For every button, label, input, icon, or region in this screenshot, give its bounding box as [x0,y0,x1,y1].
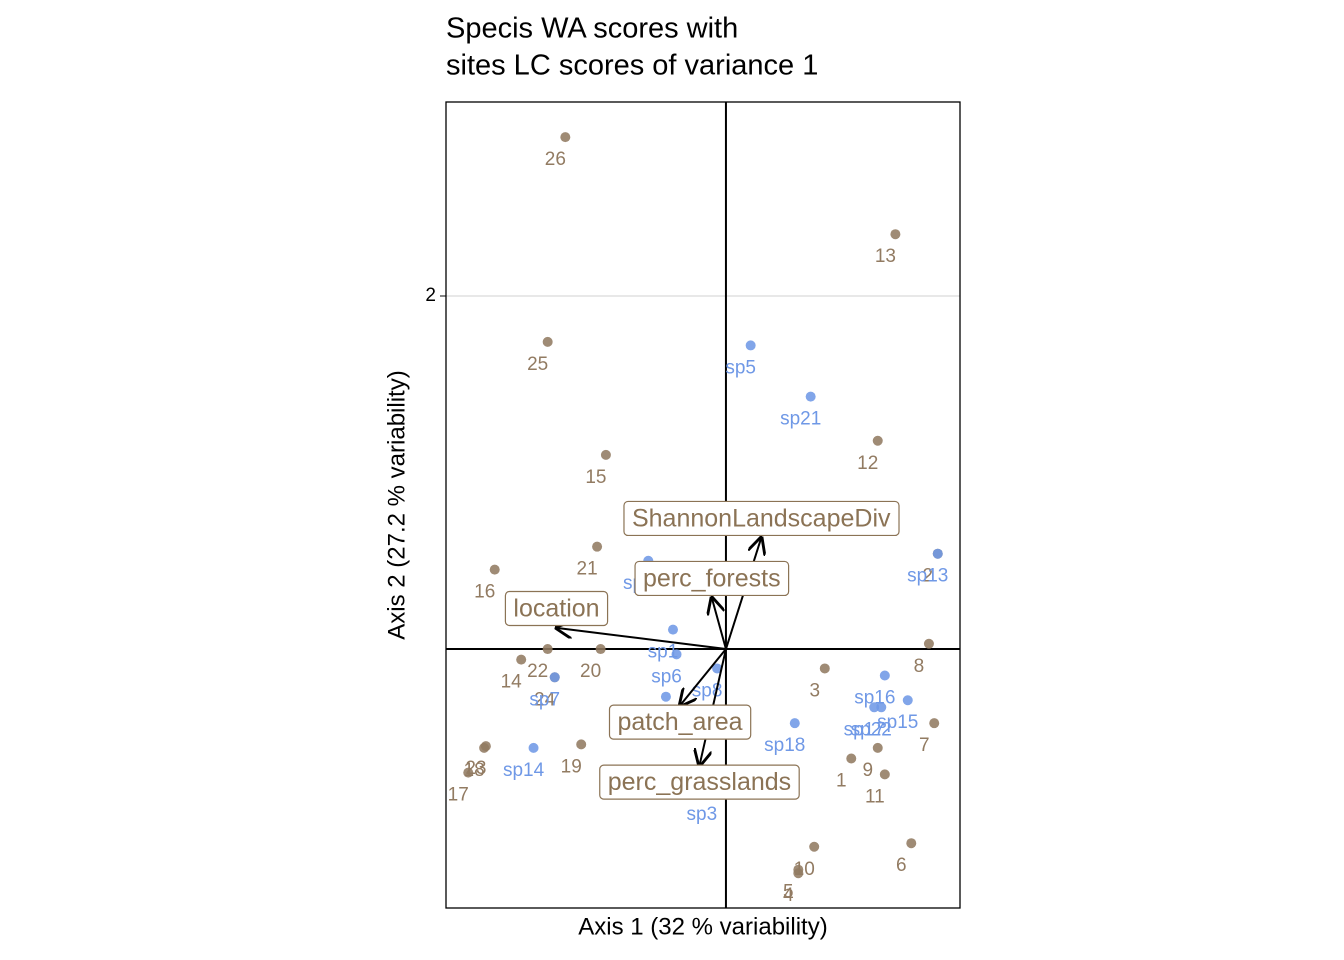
point-label: 17 [448,785,469,806]
point-label: 11 [865,786,885,807]
point-label: 4 [783,885,794,906]
point [890,229,901,240]
point [489,564,500,575]
point [872,742,883,753]
point [809,841,820,852]
point-label: sp22 [851,719,892,740]
point [463,767,474,778]
point [902,695,913,706]
point [805,391,816,402]
label-box [504,590,609,627]
point [869,702,880,713]
point [932,548,943,559]
point [923,638,934,649]
label-box [634,560,790,597]
point-label: 26 [545,149,566,170]
point-label: 2 [922,566,933,587]
point-label: sp7 [529,689,560,710]
point-label: sp21 [780,409,821,430]
vector-label-text: location [513,594,599,622]
point-label: 25 [527,354,548,375]
point [879,769,890,780]
vector-arrow [680,648,727,705]
point [906,838,917,849]
point-label: sp17 [844,719,885,740]
y-tick-label: 2 [425,285,436,306]
point-label: 24 [534,689,556,710]
plot-frame [445,101,961,909]
vector-label-text: ShannonLandscapeDiv [632,504,891,532]
point [560,132,571,143]
label-box [599,764,800,800]
point [480,741,491,752]
point-label: 5 [783,882,794,903]
point [793,868,804,879]
point [576,739,587,750]
point-label: 15 [585,467,606,488]
point-label: sp16 [854,688,895,709]
point-label: sp1 [648,642,679,663]
point-label: 13 [875,246,896,267]
point [600,449,611,460]
point [542,336,553,347]
point-label: 6 [896,855,907,876]
chart-title: Specis WA scores with [446,13,738,45]
point-label: sp18 [764,735,805,756]
point [819,663,830,674]
vector-label: perc_forests [634,560,790,597]
point [542,644,553,655]
point-label: 9 [862,760,873,781]
vector-label: location [504,590,609,627]
point-label: 12 [857,453,878,474]
point [516,654,527,665]
label-box [608,704,752,740]
point [876,702,887,713]
point-label: 3 [810,680,821,701]
point-label: 8 [914,656,925,677]
point-label: 20 [580,661,601,682]
vector-label-text: perc_forests [643,564,781,592]
chart-title: sites LC scores of variance 1 [446,50,818,82]
point-label: sp3 [687,804,718,825]
point-label: sp13 [907,566,948,587]
point-label: 14 [501,672,523,693]
point [592,541,603,552]
vector-arrow [712,598,727,650]
y-axis-label: Axis 2 (27.2 % variability) [383,370,410,639]
point [595,644,606,655]
point-label: 16 [474,582,495,603]
point-label: 1 [836,771,847,792]
point [879,670,890,681]
point [660,691,671,702]
point-label: 7 [919,735,930,756]
vector-label: perc_grasslands [599,764,800,800]
point [789,718,800,729]
point [745,340,756,351]
point-label: 19 [561,756,582,777]
vector-label-text: patch_area [617,708,742,736]
vector-label: patch_area [608,704,752,740]
point [667,624,678,635]
point [929,718,940,729]
label-box [623,500,900,537]
point-label: 21 [577,559,598,580]
point-label: 22 [527,661,548,682]
x-axis-label: Axis 1 (32 % variability) [578,913,827,940]
point [671,649,682,660]
vector-label-text: perc_grasslands [608,768,791,796]
point [549,672,560,683]
point [528,742,539,753]
point [872,435,883,446]
point-label: sp5 [725,357,756,378]
point-label: sp6 [651,666,682,687]
point-label: sp15 [877,712,918,733]
vector-arrow [556,628,727,651]
point-label: sp14 [503,760,545,781]
vector-label: ShannonLandscapeDiv [623,500,900,537]
point [846,753,857,764]
point [712,663,723,674]
